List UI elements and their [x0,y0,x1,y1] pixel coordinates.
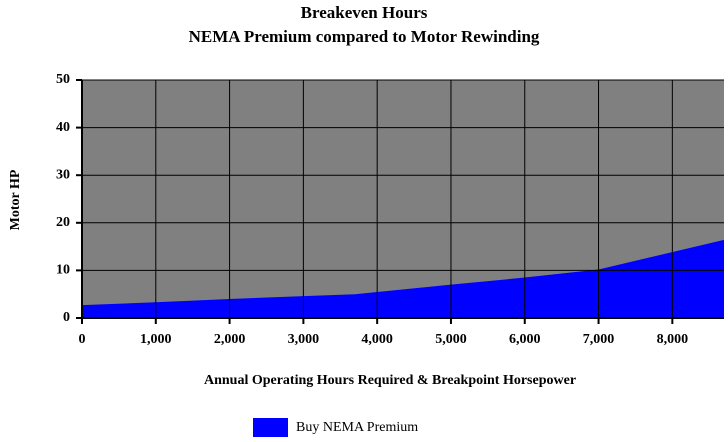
y-tick-label: 20 [56,215,70,230]
chart-title: Breakeven Hours [301,3,428,22]
area [82,239,724,318]
y-tick-label: 0 [63,310,70,325]
y-tick-label: 10 [56,263,70,278]
x-tick-label: 7,000 [583,332,615,347]
y-axis-label: Motor HP [8,169,23,230]
legend-label: Buy NEMA Premium [296,420,418,435]
x-tick-label: 4,000 [361,332,393,347]
y-tick-label: 50 [56,72,70,87]
chart-subtitle: NEMA Premium compared to Motor Rewinding [189,27,540,46]
x-tick-label: 0 [79,332,86,347]
x-tick-label: 2,000 [214,332,246,347]
x-tick-label: 6,000 [509,332,541,347]
x-axis-label: Annual Operating Hours Required & Breakp… [204,373,576,388]
legend-swatch [253,418,288,437]
x-tick-label: 1,000 [140,332,172,347]
x-tick-label: 8,000 [657,332,689,347]
y-tick-label: 30 [56,167,70,182]
x-tick-label: 5,000 [435,332,467,347]
y-tick-label: 40 [56,120,70,135]
x-tick-label: 3,000 [288,332,320,347]
